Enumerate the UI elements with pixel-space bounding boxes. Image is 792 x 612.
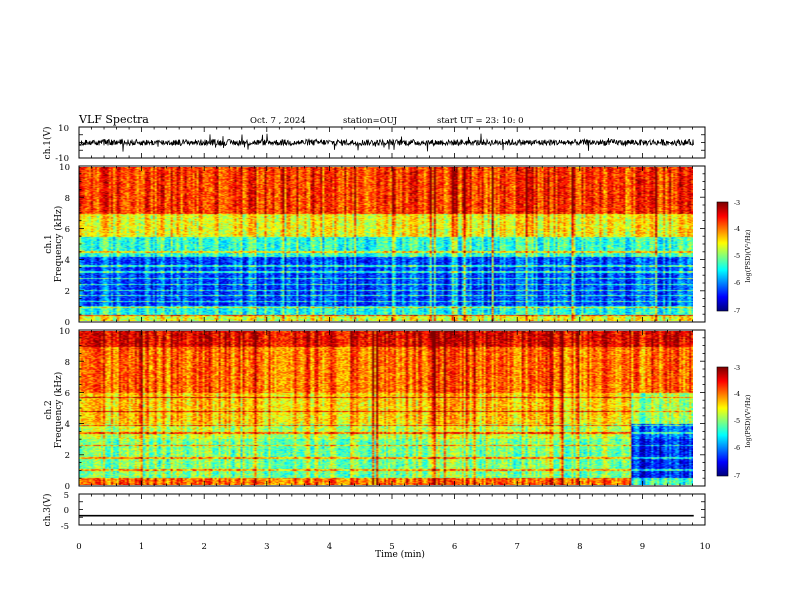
- ch1-waveform-line: [78, 133, 694, 152]
- xtick-9: 9: [640, 542, 645, 552]
- ch3-ytick-minus5: -5: [61, 522, 69, 532]
- start-time-label: start UT = 23: 10: 0: [437, 116, 524, 126]
- ch2-cbar-tick-7: -7: [734, 472, 740, 480]
- xtick-6: 6: [452, 542, 457, 552]
- ch2-ytick-8: 8: [65, 358, 70, 368]
- ch1-spectrogram-panel: 10 8 6 4 2 0 ch.1 Frequency (kHz): [44, 163, 706, 328]
- ch2-cbar-tick-3: -3: [734, 364, 740, 372]
- ch1-cbar-tick-6: -6: [734, 279, 740, 287]
- date-label: Oct. 7 , 2024: [250, 116, 306, 126]
- ch2-ytick-0: 0: [65, 482, 70, 492]
- ch2-spectrogram-label: ch.2: [44, 400, 54, 419]
- axis-ticks: [78, 126, 706, 526]
- ch3-waveform-ylabel: ch.3(V): [42, 494, 53, 527]
- ch2-colorbar-label: log(PSD)(V²/Hz): [744, 394, 752, 447]
- ch1-ytick-10: 10: [59, 163, 70, 173]
- ch1-waveform-ylabel: ch.1(V): [42, 127, 53, 160]
- ch1-colorbar-label: log(PSD)(V²/Hz): [744, 229, 752, 282]
- ch2-cbar-tick-6: -6: [734, 444, 740, 452]
- ch3-ytick-0: 0: [64, 506, 69, 516]
- ch2-spectrogram-panel: 10 8 6 4 2 0 ch.2 Frequency (kHz): [44, 327, 706, 492]
- x-axis-label: Time (min): [375, 549, 425, 560]
- ch1-ytick-8: 8: [65, 194, 70, 204]
- ch1-spectrogram-label: ch.1: [44, 234, 54, 253]
- ch2-spectrogram-image: [79, 331, 693, 485]
- ch1-frequency-label: Frequency (kHz): [53, 206, 64, 283]
- ch1-cbar-tick-7: -7: [734, 307, 740, 315]
- ch2-cbar-tick-5: -5: [734, 417, 740, 425]
- xtick-8: 8: [577, 542, 582, 552]
- ch1-cbar-tick-3: -3: [734, 199, 740, 207]
- ch1-colorbar: -3 -4 -5 -6 -7 log(PSD)(V²/Hz): [716, 199, 752, 315]
- xtick-5: 5: [389, 542, 394, 552]
- xtick-7: 7: [514, 542, 519, 552]
- ch2-ytick-4: 4: [65, 420, 70, 430]
- xtick-0: 0: [76, 542, 81, 552]
- ch1-ytick-2: 2: [65, 287, 70, 297]
- ch1-colorbar-image: [717, 202, 728, 311]
- ch1-spectrogram-image: [79, 167, 693, 321]
- ch2-ytick-2: 2: [65, 451, 70, 461]
- ch2-colorbar-image: [717, 367, 728, 476]
- ch2-cbar-tick-4: -4: [734, 390, 740, 398]
- ch1-colorbar-frame: [716, 201, 729, 312]
- ch1-ytick-0: 0: [65, 318, 70, 328]
- ch1-ytick-4: 4: [65, 256, 70, 266]
- ch2-ytick-10: 10: [59, 327, 70, 337]
- xtick-4: 4: [327, 542, 332, 552]
- xtick-2: 2: [201, 542, 206, 552]
- ch1-ytick-top: 10: [58, 124, 69, 134]
- xtick-3: 3: [264, 542, 269, 552]
- xtick-10: 10: [700, 542, 711, 552]
- ch2-frequency-label: Frequency (kHz): [53, 372, 64, 449]
- ch1-cbar-tick-5: -5: [734, 252, 740, 260]
- ch1-ytick-bottom: -10: [55, 154, 69, 164]
- x-axis: 0 1 2 3 4 5 6 7 8 9 10 Time (min): [76, 542, 710, 560]
- ch3-ytick-5: 5: [64, 491, 69, 501]
- ch1-ytick-6: 6: [65, 225, 70, 235]
- ch1-cbar-tick-4: -4: [734, 225, 740, 233]
- ch2-colorbar: -3 -4 -5 -6 -7 log(PSD)(V²/Hz): [716, 364, 752, 480]
- figure-title: VLF Spectra: [78, 113, 149, 126]
- ch2-ytick-6: 6: [65, 389, 70, 399]
- ch2-colorbar-frame: [716, 366, 729, 477]
- xtick-1: 1: [139, 542, 144, 552]
- station-label: station=OUJ: [343, 116, 398, 126]
